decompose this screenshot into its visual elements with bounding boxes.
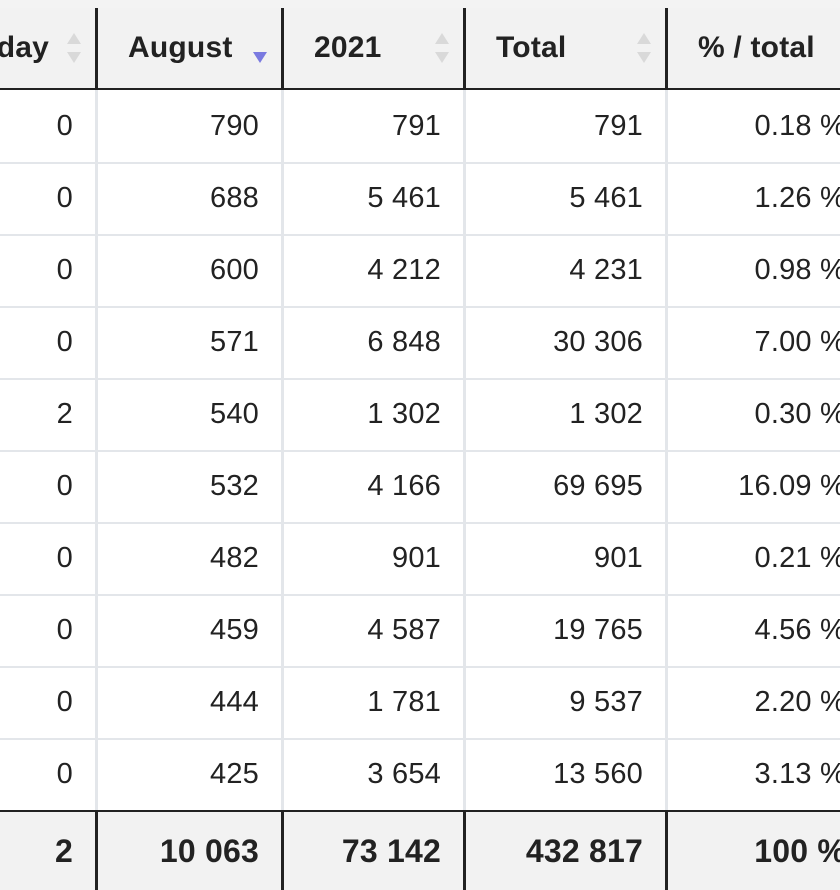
column-header-label: Total [496,31,567,64]
sort-desc-icon[interactable] [253,33,267,63]
sort-arrows-icon[interactable] [67,33,81,63]
table-cell: 16.09 % [738,469,840,502]
column-header-label: % / total [698,31,815,64]
column-header-label: day [0,31,49,64]
table-cell: 30 306 [466,306,668,378]
table-cell: 532 [98,450,284,522]
table-cell: 1 302 [284,378,466,450]
table-cell: 901 [466,522,668,594]
table-cell: 444 [98,666,284,738]
table-cell: 0 [0,594,98,666]
total-cell: 432 817 [466,812,668,890]
column-header-label: 2021 [314,31,382,64]
table-cell: 0 [0,234,98,306]
table-cell: 0 [0,90,98,162]
total-cell: 73 142 [284,812,466,890]
table-cell: 4.56 % [754,613,840,646]
table-row: 0 532 4 166 69 695 16.09 % [0,450,840,524]
table-cell: 69 695 [466,450,668,522]
table-cell: 1.26 % [754,181,840,214]
table-cell: 0 [0,522,98,594]
table-cell: 0.21 % [754,541,840,574]
table-row: 0 600 4 212 4 231 0.98 % [0,234,840,308]
table-cell: 0 [0,306,98,378]
table-cell: 901 [284,522,466,594]
table-cell: 5 461 [284,162,466,234]
table-cell: 4 587 [284,594,466,666]
table-cell: 4 231 [466,234,668,306]
table-cell: 5 461 [466,162,668,234]
table-cell: 791 [284,90,466,162]
table-cell: 482 [98,522,284,594]
table-cell: 0.18 % [754,109,840,142]
table-cell: 13 560 [466,738,668,810]
table-cell: 540 [98,378,284,450]
table-cell: 571 [98,306,284,378]
table-row: 0 444 1 781 9 537 2.20 % [0,666,840,740]
table-cell: 3 654 [284,738,466,810]
table-cell: 459 [98,594,284,666]
table-cell: 9 537 [466,666,668,738]
table-cell: 6 848 [284,306,466,378]
table-cell: 0.30 % [754,397,840,430]
table-cell: 790 [98,90,284,162]
column-header-percent-total[interactable]: % / total [668,8,840,88]
column-header-day[interactable]: day [0,8,98,88]
table-cell: 4 212 [284,234,466,306]
total-cell: 100 % [754,832,840,869]
table-cell: 3.13 % [754,757,840,790]
table-row: 0 425 3 654 13 560 3.13 % [0,738,840,812]
table-cell: 0 [0,738,98,810]
table-row: 0 688 5 461 5 461 1.26 % [0,162,840,236]
table-cell: 2 [0,378,98,450]
total-cell: 10 063 [98,812,284,890]
column-header-august[interactable]: August [98,8,284,88]
table-header-row: day August 2021 Total % / total [0,8,840,90]
table-cell: 688 [98,162,284,234]
column-header-label: August [128,31,233,64]
table-cell: 4 166 [284,450,466,522]
table-cell: 2.20 % [754,685,840,718]
table-totals-row: 2 10 063 73 142 432 817 100 % [0,810,840,890]
table-row: 2 540 1 302 1 302 0.30 % [0,378,840,452]
sort-arrows-icon[interactable] [435,33,449,63]
total-cell: 2 [0,812,98,890]
table-cell: 600 [98,234,284,306]
table-row: 0 459 4 587 19 765 4.56 % [0,594,840,668]
table-row: 0 571 6 848 30 306 7.00 % [0,306,840,380]
table-row: 0 790 791 791 0.18 % [0,90,840,164]
table-cell: 0.98 % [754,253,840,286]
table-cell: 0 [0,450,98,522]
table-cell: 1 781 [284,666,466,738]
table-cell: 0 [0,666,98,738]
table-cell: 425 [98,738,284,810]
table-cell: 19 765 [466,594,668,666]
column-header-2021[interactable]: 2021 [284,8,466,88]
table-cell: 7.00 % [754,325,840,358]
table-cell: 0 [0,162,98,234]
sort-arrows-icon[interactable] [637,33,651,63]
table-cell: 1 302 [466,378,668,450]
column-header-total[interactable]: Total [466,8,668,88]
table-cell: 791 [466,90,668,162]
table-row: 0 482 901 901 0.21 % [0,522,840,596]
